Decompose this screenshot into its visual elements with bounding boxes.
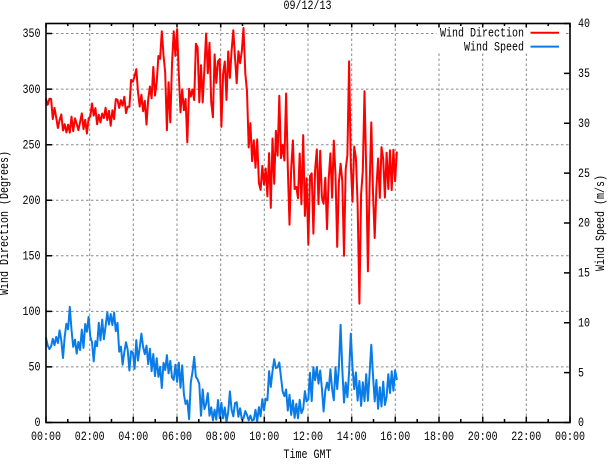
svg-text:150: 150 bbox=[23, 249, 41, 264]
svg-text:0: 0 bbox=[35, 415, 41, 430]
svg-text:16:00: 16:00 bbox=[380, 429, 410, 444]
svg-text:30: 30 bbox=[578, 116, 590, 131]
svg-text:Wind Direction: Wind Direction bbox=[440, 26, 524, 41]
svg-text:15: 15 bbox=[578, 266, 590, 281]
svg-text:0: 0 bbox=[578, 415, 584, 430]
svg-text:250: 250 bbox=[23, 137, 41, 152]
svg-text:10:00: 10:00 bbox=[249, 429, 279, 444]
svg-text:35: 35 bbox=[578, 66, 590, 81]
svg-text:25: 25 bbox=[578, 166, 590, 181]
svg-text:50: 50 bbox=[29, 360, 41, 375]
svg-text:300: 300 bbox=[23, 82, 41, 97]
svg-text:18:00: 18:00 bbox=[424, 429, 454, 444]
svg-text:20: 20 bbox=[578, 216, 590, 231]
svg-text:350: 350 bbox=[23, 26, 41, 41]
svg-text:Wind Speed (m/s): Wind Speed (m/s) bbox=[593, 175, 608, 271]
svg-text:06:00: 06:00 bbox=[162, 429, 192, 444]
svg-text:22:00: 22:00 bbox=[511, 429, 541, 444]
svg-text:09/12/13: 09/12/13 bbox=[284, 0, 332, 13]
svg-text:10: 10 bbox=[578, 315, 590, 330]
svg-text:40: 40 bbox=[578, 16, 590, 31]
svg-text:08:00: 08:00 bbox=[206, 429, 236, 444]
svg-text:200: 200 bbox=[23, 193, 41, 208]
svg-text:100: 100 bbox=[23, 304, 41, 319]
svg-text:14:00: 14:00 bbox=[337, 429, 367, 444]
svg-text:00:00: 00:00 bbox=[555, 429, 585, 444]
svg-text:5: 5 bbox=[578, 365, 584, 380]
svg-text:00:00: 00:00 bbox=[31, 429, 61, 444]
svg-text:12:00: 12:00 bbox=[293, 429, 323, 444]
svg-text:Wind Speed: Wind Speed bbox=[464, 39, 524, 54]
svg-text:Time GMT: Time GMT bbox=[284, 447, 332, 459]
svg-text:Wind Direction (Degrees): Wind Direction (Degrees) bbox=[0, 151, 12, 295]
svg-text:02:00: 02:00 bbox=[75, 429, 105, 444]
svg-text:20:00: 20:00 bbox=[468, 429, 498, 444]
svg-text:04:00: 04:00 bbox=[118, 429, 148, 444]
